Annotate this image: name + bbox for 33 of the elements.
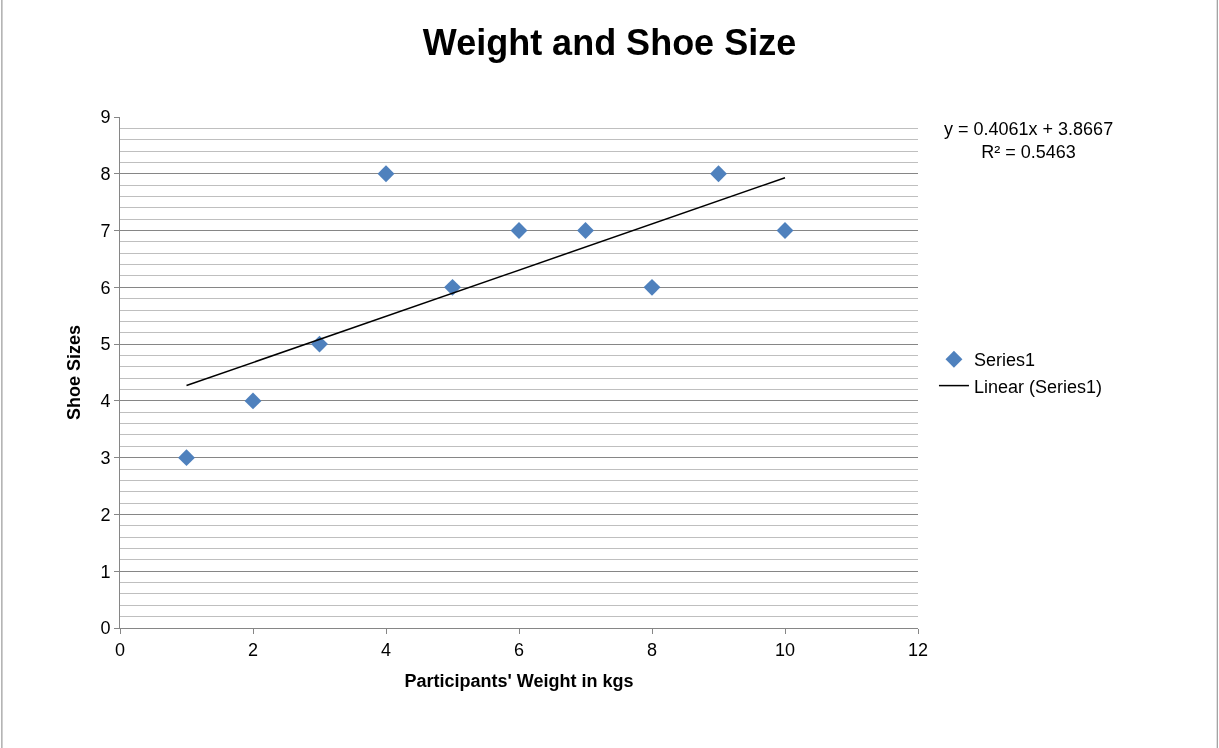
- y-tick-label: 1: [100, 561, 111, 582]
- y-tick-label: 0: [100, 618, 111, 639]
- chart-title: Weight and Shoe Size: [422, 22, 797, 64]
- text: y = 0.4061x + 3.8667 R² = 0.5463: [944, 119, 1114, 163]
- point: [311, 335, 328, 353]
- x-tick-label: 8: [646, 639, 658, 660]
- y-tick-label: 2: [100, 504, 111, 525]
- point: [178, 449, 195, 467]
- y-tick-label: 6: [100, 277, 111, 298]
- x-tick-label: 0: [114, 639, 126, 660]
- x-tick-label: 10: [774, 639, 796, 660]
- point: [577, 222, 594, 240]
- x-tick-label: 6: [513, 639, 525, 660]
- y-tick-label: 9: [100, 107, 111, 128]
- point: [377, 165, 395, 183]
- y-tick-label: 4: [100, 391, 111, 412]
- point: [643, 278, 661, 296]
- x-tick-label: 4: [380, 639, 392, 660]
- point: [244, 392, 262, 410]
- point: [710, 165, 727, 183]
- y-tick-label: 3: [100, 447, 111, 468]
- y-tick-label: 5: [100, 334, 111, 355]
- y-tick-label: 8: [100, 164, 111, 185]
- y-axis-title: Shoe Sizes: [63, 324, 84, 421]
- x-axis-title: Participants' Weight in kgs: [404, 670, 634, 691]
- x-tick-label: 12: [907, 639, 929, 660]
- legend-label: Series1: [973, 350, 1035, 371]
- x-tick-label: 2: [247, 639, 259, 660]
- y-tick-label: 7: [100, 220, 111, 241]
- point: [776, 222, 794, 240]
- legend-label: Linear (Series1): [973, 376, 1103, 397]
- point: [444, 278, 461, 296]
- point: [510, 222, 528, 240]
